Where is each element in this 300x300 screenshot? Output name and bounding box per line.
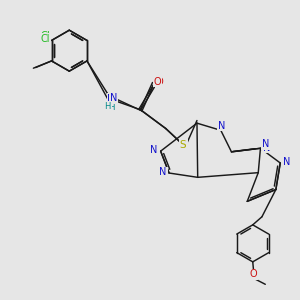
Text: N: N xyxy=(110,93,117,103)
Text: Cl: Cl xyxy=(41,34,50,44)
Text: S: S xyxy=(181,140,188,150)
Text: H: H xyxy=(108,103,114,112)
Text: O: O xyxy=(156,77,164,87)
Text: O: O xyxy=(250,269,257,279)
Text: H: H xyxy=(104,102,111,111)
Text: O: O xyxy=(154,77,161,87)
Text: Cl: Cl xyxy=(41,32,50,41)
Text: N: N xyxy=(263,142,270,153)
Text: N: N xyxy=(283,157,291,167)
Text: N: N xyxy=(159,167,167,177)
Text: N: N xyxy=(107,94,115,104)
Text: N: N xyxy=(218,121,226,131)
Text: N: N xyxy=(150,146,158,155)
Text: N: N xyxy=(262,139,269,149)
Text: S: S xyxy=(180,140,186,150)
